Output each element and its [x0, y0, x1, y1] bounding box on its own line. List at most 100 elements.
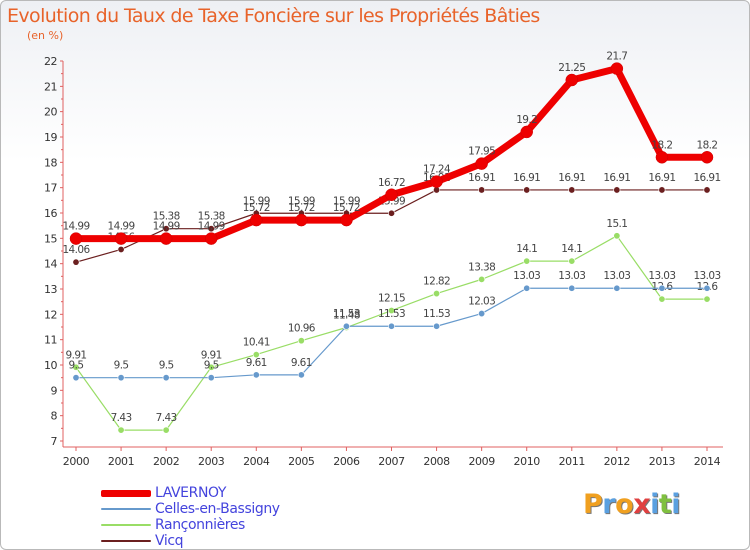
data-point: [387, 209, 395, 217]
data-point: [114, 232, 128, 245]
data-point: [297, 371, 305, 379]
data-label: 7.43: [111, 412, 132, 424]
data-label: 16.91: [558, 172, 585, 184]
data-label: 17.24: [423, 164, 451, 176]
data-point: [72, 258, 80, 266]
data-label: 13.03: [558, 270, 585, 282]
data-point: [162, 374, 170, 382]
data-label: 14.1: [561, 243, 582, 255]
brand-letter: x: [633, 489, 651, 520]
x-tick-label: 2014: [694, 455, 721, 468]
data-label: 16.91: [693, 172, 720, 184]
data-point: [252, 371, 260, 379]
y-tick-label: 19: [44, 131, 57, 144]
data-point: [475, 157, 488, 170]
x-tick-label: 2007: [378, 455, 405, 468]
data-label: 16.91: [513, 172, 540, 184]
brand-letter: r: [602, 489, 616, 520]
data-label: 15.72: [243, 202, 270, 214]
data-label: 15.99: [243, 195, 270, 207]
data-point: [69, 232, 83, 245]
data-point: [207, 225, 215, 233]
y-tick-label: 14: [44, 258, 57, 271]
x-tick-label: 2002: [153, 455, 179, 468]
data-label: 13.03: [513, 270, 540, 282]
data-label: 11.53: [378, 308, 405, 320]
legend-item-ranconnieres: Rançonnières: [101, 517, 280, 533]
x-tick-label: 2011: [559, 455, 585, 468]
data-label: 15.72: [333, 202, 360, 214]
data-point: [162, 426, 170, 434]
y-tick-label: 8: [51, 410, 58, 423]
data-label: 14.99: [198, 221, 225, 233]
data-point: [568, 284, 576, 292]
data-point: [613, 186, 621, 194]
data-point: [655, 151, 669, 164]
data-point: [703, 295, 711, 303]
y-axis-label: (en %): [27, 29, 64, 42]
data-label: 13.03: [693, 270, 720, 282]
data-label: 10.96: [288, 323, 316, 335]
data-label: 13.03: [603, 270, 630, 282]
x-tick-label: 2001: [108, 455, 134, 468]
chart-title: Evolution du Taux de Taxe Foncière sur l…: [7, 5, 540, 27]
data-point: [478, 186, 486, 194]
data-label: 13.03: [648, 270, 675, 282]
data-point: [613, 284, 621, 292]
data-label: 9.61: [246, 357, 267, 369]
data-point: [387, 322, 395, 330]
data-point: [478, 310, 486, 318]
data-label: 21.7: [606, 51, 627, 63]
data-point: [568, 257, 576, 265]
data-point: [565, 73, 579, 87]
data-point: [207, 374, 215, 382]
brand-letter: o: [615, 489, 634, 520]
data-point: [700, 151, 714, 164]
data-point: [523, 186, 531, 194]
data-point: [295, 213, 308, 227]
brand-logo: Proxiti: [583, 489, 681, 520]
data-point: [252, 351, 260, 359]
legend-label: LAVERNOY: [155, 485, 227, 501]
x-tick-label: 2010: [514, 455, 541, 468]
data-point: [159, 232, 173, 245]
data-label: 11.53: [423, 308, 450, 320]
data-point: [204, 232, 218, 245]
legend-label: Vicq: [155, 533, 184, 549]
legend-swatch: [101, 489, 151, 497]
data-point: [523, 284, 531, 292]
data-point: [72, 363, 80, 371]
data-label: 10.41: [243, 337, 270, 349]
x-tick-label: 2008: [423, 455, 450, 468]
data-label: 7.43: [156, 412, 177, 424]
data-point: [613, 232, 621, 240]
data-label: 16.91: [468, 172, 495, 184]
data-point: [520, 125, 533, 139]
brand-letter: i: [650, 489, 659, 520]
data-label: 15.99: [288, 195, 315, 207]
data-label: 18.2: [651, 139, 672, 151]
legend-item-celles-en-bassigny: Celles-en-Bassigny: [101, 501, 280, 517]
data-label: 16.72: [378, 177, 405, 189]
data-label: 12.15: [378, 293, 405, 305]
series-line: [75, 235, 708, 431]
legend-label: Rançonnières: [155, 517, 245, 533]
data-point: [72, 374, 80, 382]
data-point: [117, 245, 125, 253]
data-point: [297, 337, 305, 345]
series-ran-onni-res: 9.91 7.43 7.43 9.91 10.41 10.96 11.48 12.15 12.8…: [66, 218, 719, 434]
brand-letter: t: [658, 489, 672, 520]
data-point: [430, 175, 443, 188]
data-label: 15.38: [153, 211, 180, 223]
data-point: [340, 213, 353, 227]
legend: LAVERNOY Celles-en-Bassigny Rançonnières…: [101, 485, 280, 549]
y-tick-label: 7: [51, 435, 58, 448]
y-tick-label: 11: [44, 334, 57, 347]
data-point: [387, 307, 395, 315]
series-celles-en-bassigny: 9.5 9.5 9.5 9.5 9.61 9.61 11.53 11.53 11.53 12.03…: [69, 270, 721, 382]
legend-swatch: [101, 524, 151, 526]
data-point: [478, 275, 486, 283]
data-label: 11.48: [333, 310, 360, 322]
x-tick-label: 2004: [243, 455, 270, 468]
